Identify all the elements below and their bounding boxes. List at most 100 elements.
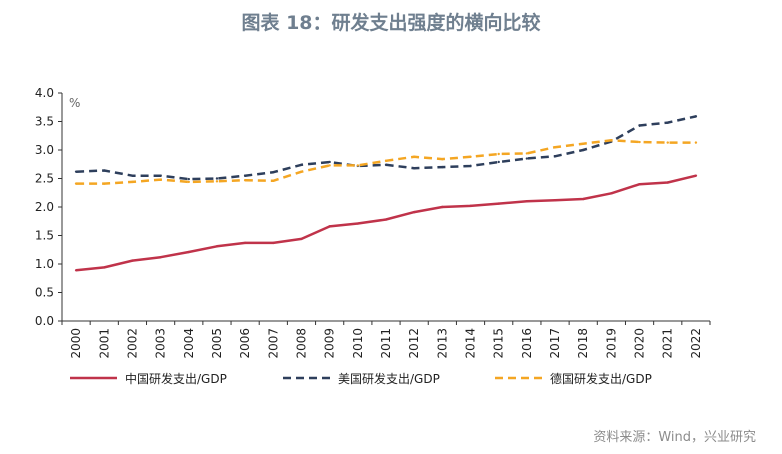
- x-tick-label: 2002: [125, 328, 139, 359]
- x-tick-label: 2017: [548, 328, 562, 359]
- data-point: [328, 160, 331, 164]
- x-tick-label: 2006: [238, 328, 252, 359]
- data-point: [694, 115, 698, 118]
- data-point: [272, 179, 275, 182]
- data-point: [384, 159, 388, 163]
- data-point: [384, 163, 388, 167]
- data-point: [610, 139, 613, 142]
- data-point: [553, 198, 557, 202]
- data-point: [525, 200, 529, 203]
- data-point: [582, 197, 585, 201]
- data-point: [441, 165, 444, 169]
- data-point: [666, 181, 669, 184]
- x-tick-label: 2015: [492, 328, 506, 359]
- x-tick-label: 2010: [351, 328, 365, 359]
- data-point: [215, 180, 219, 183]
- data-point: [74, 269, 78, 272]
- x-tick-label: 2014: [464, 328, 478, 359]
- data-point: [441, 157, 444, 161]
- data-point: [441, 205, 444, 209]
- data-point: [497, 152, 500, 156]
- data-point: [694, 141, 698, 144]
- y-tick-label: 2.5: [35, 172, 54, 186]
- data-point: [469, 204, 472, 208]
- x-tick-label: 2001: [97, 328, 111, 359]
- data-point: [497, 160, 500, 164]
- source-note: 资料来源：Wind，兴业研究: [593, 430, 756, 445]
- data-point: [328, 164, 331, 167]
- data-point: [638, 140, 641, 144]
- data-point: [525, 152, 529, 155]
- x-tick-label: 2018: [576, 328, 590, 359]
- legend-label: 美国研发支出/GDP: [338, 371, 440, 386]
- x-tick-label: 2011: [379, 328, 393, 359]
- data-point: [638, 124, 641, 127]
- data-point: [300, 170, 303, 173]
- data-point: [328, 225, 331, 228]
- x-tick-label: 2012: [407, 328, 421, 359]
- chart-title: 图表 18：研发支出强度的横向比较: [241, 12, 541, 34]
- chart-legend: 中国研发支出/GDP 美国研发支出/GDP 德国研发支出/GDP: [70, 371, 652, 386]
- series-line: [76, 115, 697, 181]
- data-point: [694, 174, 698, 177]
- data-point: [215, 245, 219, 248]
- x-tick-label: 2022: [689, 328, 703, 359]
- series-line: [75, 174, 697, 272]
- data-point: [412, 155, 416, 159]
- x-tick-label: 2021: [661, 328, 675, 359]
- data-point: [159, 255, 162, 259]
- data-point: [582, 148, 585, 152]
- data-point: [525, 157, 529, 160]
- x-tick-label: 2004: [182, 328, 196, 359]
- data-point: [666, 121, 669, 124]
- y-tick-label: 1.0: [35, 257, 54, 271]
- x-tick-label: 2013: [435, 328, 449, 359]
- data-point: [243, 174, 247, 177]
- legend-label: 中国研发支出/GDP: [125, 371, 227, 386]
- x-tick-label: 2016: [520, 328, 534, 359]
- data-point: [610, 192, 613, 195]
- x-tick-label: 2008: [294, 328, 308, 359]
- data-point: [412, 210, 416, 214]
- x-tick-label: 2005: [210, 328, 224, 359]
- data-point: [131, 180, 134, 184]
- data-point: [187, 250, 190, 254]
- data-point: [553, 155, 557, 158]
- x-tick-label: 2003: [154, 328, 168, 359]
- data-point: [497, 202, 500, 205]
- y-tick-label: 4.0: [35, 86, 54, 100]
- data-point: [131, 259, 134, 262]
- data-point: [272, 241, 275, 245]
- data-point: [243, 179, 247, 182]
- data-point: [300, 163, 303, 167]
- x-tick-label: 2000: [69, 328, 83, 359]
- x-tick-label: 2009: [323, 328, 337, 359]
- data-point: [74, 170, 78, 173]
- data-point: [356, 164, 360, 167]
- data-point: [187, 177, 190, 181]
- data-point: [356, 222, 360, 225]
- data-point: [103, 266, 106, 269]
- data-point: [74, 182, 78, 185]
- data-point: [103, 182, 106, 185]
- y-tick-label: 3.5: [35, 115, 54, 129]
- x-tick-label: 2019: [604, 328, 618, 359]
- x-tick-label: 2007: [266, 328, 280, 359]
- data-point: [469, 164, 472, 168]
- data-point: [215, 177, 219, 180]
- data-point: [159, 174, 162, 177]
- data-point: [553, 145, 557, 149]
- y-tick-label: 1.5: [35, 229, 54, 243]
- data-point: [469, 155, 472, 159]
- unit-label: %: [69, 96, 80, 110]
- y-tick-label: 2.0: [35, 200, 54, 214]
- y-tick-label: 0.5: [35, 286, 54, 300]
- data-point: [300, 237, 303, 241]
- data-point: [159, 178, 162, 181]
- legend-label: 德国研发支出/GDP: [550, 371, 652, 386]
- data-point: [243, 241, 247, 245]
- series-layer: [74, 115, 698, 272]
- data-point: [272, 171, 275, 174]
- x-tick-label: 2020: [633, 328, 647, 359]
